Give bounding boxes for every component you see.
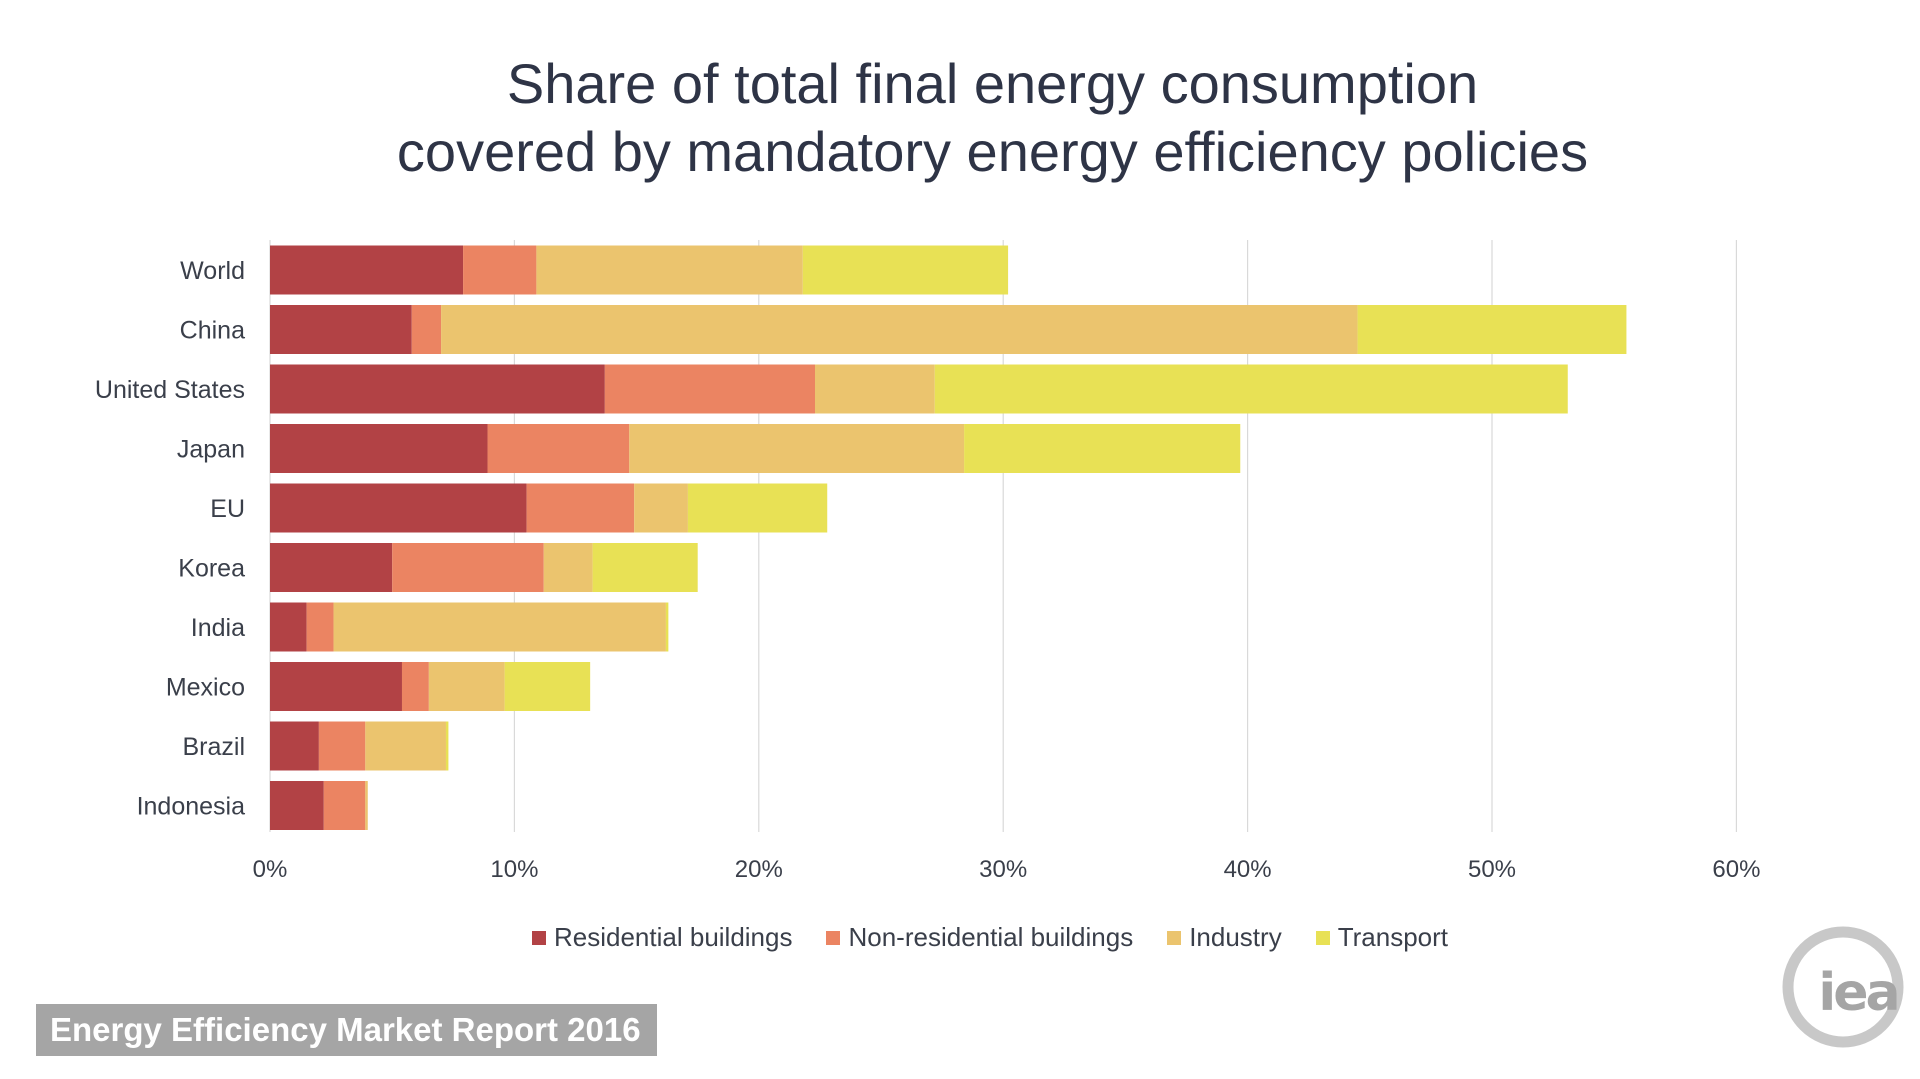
- x-tick-label: 0%: [253, 856, 288, 883]
- legend-item: Residential buildings: [532, 922, 792, 953]
- bar-segment: [687, 483, 828, 533]
- legend-label: Transport: [1337, 922, 1448, 952]
- bar-segment: [504, 662, 591, 711]
- category-label: United States: [95, 376, 245, 404]
- bar-segment: [463, 245, 537, 295]
- category-label: Korea: [178, 555, 245, 583]
- bar-segment: [270, 602, 307, 652]
- report-title-banner: Energy Efficiency Market Report 2016: [36, 1004, 657, 1056]
- chart-title: Share of total final energy consumption …: [0, 50, 1920, 186]
- bar-segment: [634, 483, 688, 533]
- category-label: World: [180, 257, 245, 285]
- bar-segment: [270, 245, 464, 295]
- bar-segment: [934, 364, 1568, 414]
- legend-label: Residential buildings: [554, 922, 793, 952]
- bar-segment: [306, 602, 334, 652]
- bar-segment: [270, 483, 527, 533]
- bar-segment: [365, 721, 446, 771]
- x-tick-label: 30%: [979, 856, 1027, 883]
- bar-segment: [401, 662, 429, 711]
- bar-segment: [270, 721, 319, 771]
- legend-swatch: [826, 930, 841, 945]
- category-label: Mexico: [166, 674, 245, 702]
- bar-segment: [665, 602, 669, 652]
- bar-segment: [1357, 305, 1627, 354]
- bar-segment: [270, 543, 393, 592]
- legend-item: Industry: [1167, 922, 1282, 953]
- bar-segment: [270, 662, 402, 711]
- chart-title-line-2: covered by mandatory energy efficiency p…: [396, 120, 1589, 183]
- bar-segment: [318, 721, 366, 771]
- bar-segment: [802, 245, 1009, 295]
- bar-segment: [526, 483, 635, 533]
- bar-segment: [392, 543, 544, 592]
- bar-segment: [411, 305, 442, 354]
- category-label: Brazil: [182, 733, 245, 761]
- legend-swatch: [1167, 930, 1182, 945]
- iea-logo-ring-icon: [1782, 926, 1904, 1048]
- legend-swatch: [1315, 930, 1330, 945]
- category-labels: World China United States Japan EU Korea India…: [95, 257, 245, 821]
- category-label: China: [180, 317, 245, 345]
- iea-logo: iea: [1782, 926, 1904, 1048]
- category-label: EU: [210, 495, 245, 523]
- legend-label: Non-residential buildings: [848, 922, 1134, 952]
- x-tick-label: 10%: [490, 856, 538, 883]
- x-tick-label: 50%: [1468, 856, 1516, 883]
- legend-label: Industry: [1189, 922, 1282, 952]
- chart-legend: Residential buildings Non-residential bui…: [0, 922, 1920, 953]
- bar-segment: [964, 424, 1241, 473]
- bars: [270, 245, 1627, 830]
- iea-logo-text: iea: [1818, 963, 1897, 1023]
- category-label: India: [191, 614, 245, 642]
- bar-segment: [270, 305, 412, 354]
- bar-segment: [270, 781, 324, 830]
- category-label: Indonesia: [137, 793, 246, 821]
- bar-segment: [487, 424, 630, 473]
- bar-segment: [629, 424, 965, 473]
- category-label: Japan: [177, 436, 245, 464]
- x-tick-label: 40%: [1224, 856, 1272, 883]
- bar-segment: [270, 424, 488, 473]
- legend-item: Transport: [1315, 922, 1448, 953]
- bar-segment: [543, 543, 593, 592]
- legend-item: Non-residential buildings: [826, 922, 1133, 953]
- bar-segment: [270, 364, 605, 414]
- legend-swatch: [532, 930, 546, 945]
- bar-segment: [333, 602, 666, 652]
- bar-segment: [604, 364, 816, 414]
- chart-title-line-1: Share of total final energy consumption: [506, 52, 1479, 115]
- bar-segment: [428, 662, 505, 711]
- x-tick-label: 20%: [735, 856, 783, 883]
- x-tick-label: 60%: [1712, 856, 1760, 883]
- bar-segment: [441, 305, 1358, 354]
- x-axis-ticks: 0% 10% 20% 30% 40% 50% 60%: [253, 856, 1761, 883]
- bar-segment: [445, 721, 449, 771]
- bar-segment: [815, 364, 935, 414]
- bar-segment: [365, 781, 368, 830]
- bar-segment: [592, 543, 698, 592]
- bar-segment: [536, 245, 803, 295]
- bar-segment: [323, 781, 366, 830]
